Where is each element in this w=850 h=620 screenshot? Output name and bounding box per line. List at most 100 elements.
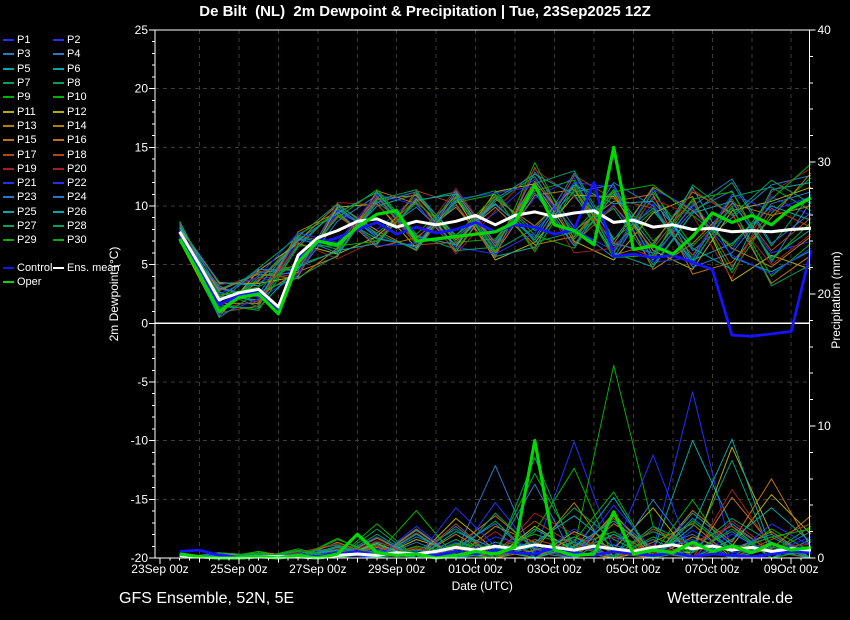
x-axis-tick-label: 25Sep 00z [210,562,267,576]
legend-item-p15: P15 [3,134,53,146]
legend-item-p17-swatch [3,153,14,156]
legend-item-p25-swatch [3,210,14,213]
member-dewpoint-line-p29 [179,162,812,296]
x-axis-tick-label: 09Oct 00z [764,562,819,576]
legend-item-p1-swatch [3,39,14,42]
legend-item-p8-swatch [53,82,64,85]
legend-item-p30: P30 [53,234,103,246]
legend-item-p16-swatch [53,139,64,142]
legend-item-p29-swatch [3,239,14,242]
legend-item-p19: P19 [3,163,53,175]
legend-item-p17-label: P17 [17,148,37,161]
member-dewpoint-line-p26 [179,182,811,309]
legend-item-control-swatch [3,266,14,269]
member-dewpoint-line-p20 [179,169,812,309]
legend-item-p15-label: P15 [17,134,37,147]
right-axis-tick-label: 40 [818,23,832,37]
legend-item-p20-swatch [53,167,64,170]
legend-item-p20-label: P20 [67,162,87,175]
legend-item-p12-label: P12 [67,105,87,118]
right-axis-tick-label: 30 [818,155,832,169]
legend-item-oper-swatch [3,280,14,283]
legend-item-p3-swatch [3,53,14,56]
site-credit-label: Wetterzentrale.de [667,590,793,607]
legend-item-control-label: Control [17,261,53,274]
x-axis-tick-label: 07Oct 00z [685,562,740,576]
right-axis-tick-label: 20 [818,287,832,301]
legend-item-p6-label: P6 [67,62,81,75]
legend-item-p28-label: P28 [67,220,87,232]
legend-item-p14: P14 [53,120,103,132]
member-precip-line-p28 [179,457,812,559]
legend-item-p20: P20 [53,163,103,175]
legend-item-p12-swatch [53,110,64,113]
legend-item-p24-swatch [53,196,64,199]
legend-item-p22: P22 [53,177,103,189]
legend-item-p8: P8 [53,77,103,89]
x-axis-tick-label: 27Sep 00z [289,562,346,576]
legend-item-oper: Oper [3,276,53,288]
oper-dewpoint-line [178,145,812,316]
legend-item-p2-swatch [53,39,64,42]
x-axis-tick-label: 05Oct 00z [606,562,661,576]
legend-item-p19-label: P19 [17,162,37,175]
legend-item-ens-mean-swatch [53,266,64,269]
legend-item-ens-mean-label: Ens. mean [67,261,120,274]
member-dewpoint-line-p30 [179,189,812,311]
legend-item-p5: P5 [3,63,53,75]
legend-item-p2: P2 [53,34,103,46]
legend-item-p10-swatch [53,96,64,99]
member-dewpoint-line-p25 [179,173,812,287]
member-dewpoint-line-p27 [179,179,812,300]
x-axis-tick-label: 29Sep 00z [368,562,425,576]
legend-item-p15-swatch [3,139,14,142]
legend-item-p23-label: P23 [17,191,37,204]
legend-item-p9-swatch [3,96,14,99]
model-info-label: GFS Ensemble, 52N, 5E [119,590,295,607]
right-axis-tick-label: 10 [818,419,832,433]
legend-item-p13-swatch [3,124,14,127]
legend-item-p8-label: P8 [67,77,81,90]
legend-item-p30-swatch [53,239,64,242]
left-axis-tick-label: 10 [135,199,149,213]
legend-item-p7-swatch [3,82,14,85]
legend-item-p5-label: P5 [17,62,31,75]
legend-item-p16-label: P16 [67,134,87,147]
x-axis-tick-label: 01Oct 00z [448,562,503,576]
page-title: De Bilt (NL) 2m Dewpoint & Precipitation… [199,3,651,20]
legend-item-p28-swatch [53,225,64,227]
member-dewpoint-line-p28 [179,170,812,318]
legend-item-oper-label: Oper [17,275,42,288]
left-axis-tick-label: 5 [141,258,148,272]
legend-item-p13: P13 [3,120,53,132]
legend-item-control: Control [3,262,53,274]
legend-item-p26-label: P26 [67,205,87,218]
legend-item-p29-label: P29 [17,234,37,247]
legend-item-p27: P27 [3,220,53,232]
left-axis-tick-label: 25 [135,23,149,37]
legend-item-p11-label: P11 [17,105,36,118]
member-dewpoint-line-p14 [179,191,812,291]
legend-item-ens-mean: Ens. mean [53,262,120,274]
legend-item-p23: P23 [3,191,53,203]
ensemble-legend: P1 P2 P3 P4 P5 P6 P7 P8 P9 P10 P11 P12 P13 P14 P15 P16 P… [3,33,120,289]
legend-item-p27-swatch [3,225,14,227]
legend-item-p12: P12 [53,106,103,118]
right-axis-tick-label: 0 [818,551,825,565]
legend-item-p18: P18 [53,149,103,161]
legend-item-p23-swatch [3,196,14,199]
legend-item-p11-swatch [3,110,14,113]
member-precip-line-p1 [179,441,811,559]
legend-item-p11: P11 [3,106,53,118]
legend-item-p21: P21 [3,177,53,189]
legend-item-p24-label: P24 [67,191,87,204]
legend-item-p22-label: P22 [67,177,87,190]
legend-item-p7-label: P7 [17,77,31,90]
legend-item-p29: P29 [3,234,53,246]
member-dewpoint-line-p12 [179,183,812,317]
legend-item-p1: P1 [3,34,53,46]
legend-item-p2-label: P2 [67,34,81,47]
member-dewpoint-line-p22 [179,185,812,316]
